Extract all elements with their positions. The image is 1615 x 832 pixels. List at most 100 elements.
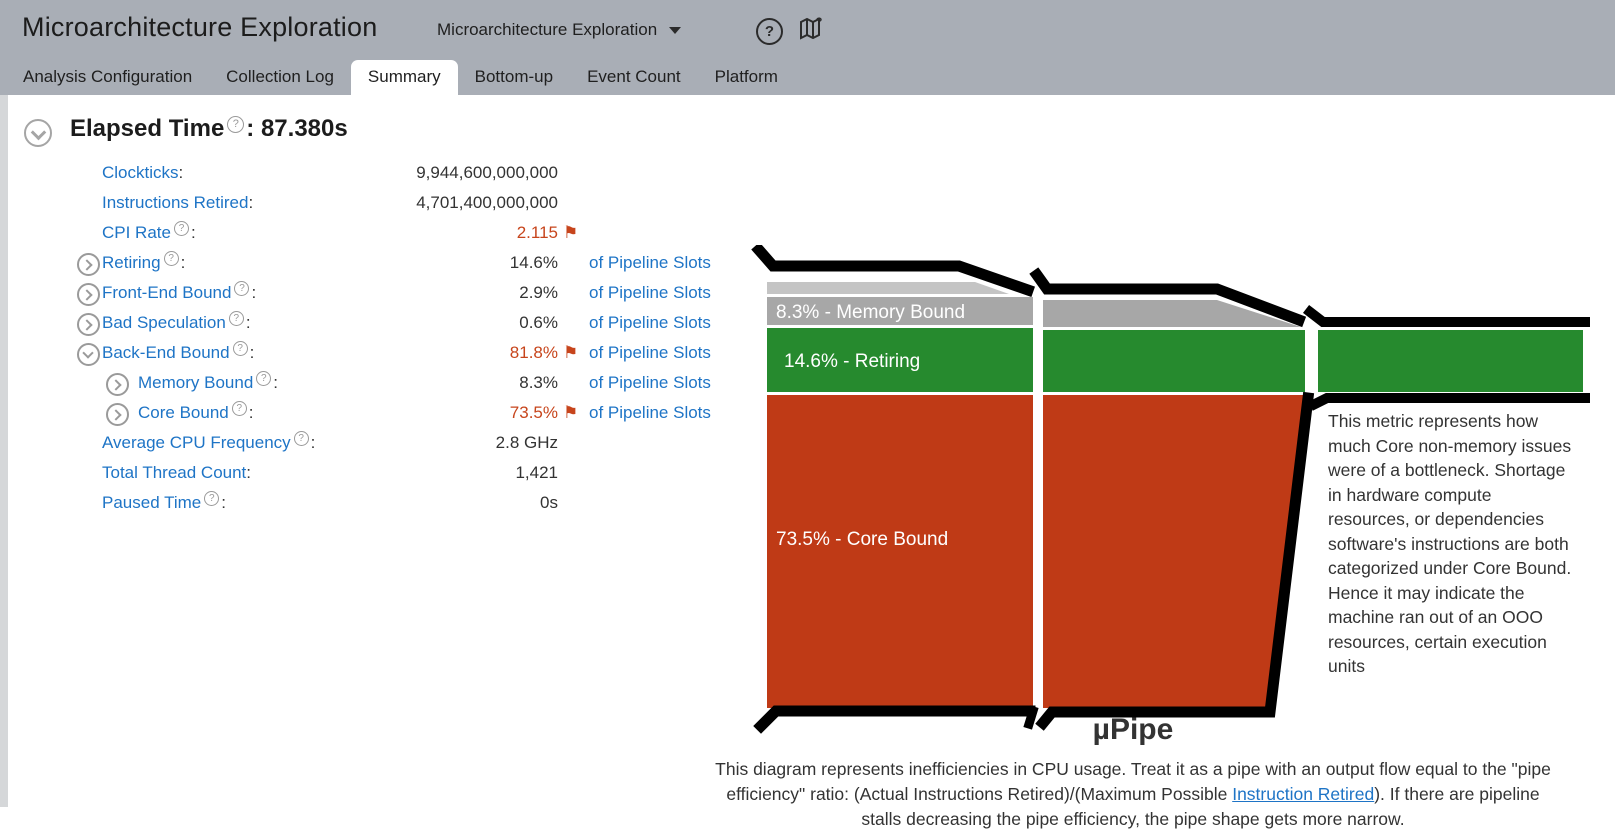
colon: : bbox=[246, 463, 252, 482]
summary-pane: Elapsed Time?: 87.380s Clockticks: 9,944,… bbox=[0, 95, 1615, 829]
metric-unit-memory-bound[interactable]: of Pipeline Slots bbox=[589, 373, 711, 392]
metric-row-clockticks: Clockticks: 9,944,600,000,000 bbox=[0, 158, 760, 188]
colon: : bbox=[248, 193, 254, 212]
metric-unit-front-end-bound[interactable]: of Pipeline Slots bbox=[589, 283, 711, 302]
metric-unit-bad-speculation[interactable]: of Pipeline Slots bbox=[589, 313, 711, 332]
page-title: Microarchitecture Exploration bbox=[22, 12, 378, 42]
metric-value-total-thread-count: 1,421 bbox=[515, 463, 558, 482]
chevron-down-icon bbox=[669, 26, 682, 34]
elapsed-time-help-icon[interactable]: ? bbox=[227, 116, 245, 133]
help-icon-average-cpu-frequency[interactable]: ? bbox=[293, 431, 309, 447]
tab-bottom-up[interactable]: Bottom-up bbox=[474, 67, 554, 86]
metric-value-clockticks: 9,944,600,000,000 bbox=[416, 163, 558, 182]
pipe-outline bbox=[751, 242, 1590, 734]
pipe-band-core-bound-2[interactable] bbox=[1043, 395, 1307, 708]
upipe-diagram: 8.3% - Memory Bound 14.6% - Retiring 73.… bbox=[737, 242, 1597, 735]
core-bound-tooltip: This metric represents how much Core non… bbox=[1328, 411, 1572, 676]
expand-icon-core-bound[interactable] bbox=[106, 403, 129, 426]
help-icon-back-end-bound[interactable]: ? bbox=[232, 341, 248, 357]
help-icon-retiring[interactable]: ? bbox=[163, 251, 179, 267]
metric-unit-core-bound[interactable]: of Pipeline Slots bbox=[589, 403, 711, 422]
elapsed-time-heading: Elapsed Time?: 87.380s bbox=[70, 115, 348, 143]
guide-map-icon[interactable]: ? bbox=[798, 16, 826, 42]
pipe-band-memory-bound[interactable] bbox=[767, 297, 1033, 325]
expand-icon-front-end-bound[interactable] bbox=[77, 283, 100, 306]
metric-label-total-thread-count[interactable]: Total Thread Count bbox=[102, 463, 247, 482]
colon: : bbox=[310, 433, 316, 452]
tab-platform[interactable]: Platform bbox=[714, 67, 778, 86]
header-bar: Microarchitecture Exploration Microarchi… bbox=[0, 0, 1615, 95]
metric-label-clockticks[interactable]: Clockticks bbox=[102, 163, 179, 182]
help-icon-core-bound[interactable]: ? bbox=[231, 401, 247, 417]
expand-icon-bad-speculation[interactable] bbox=[77, 313, 100, 336]
tab-analysis-configuration[interactable]: Analysis Configuration bbox=[23, 67, 193, 86]
help-icon-bad-speculation[interactable]: ? bbox=[228, 311, 244, 327]
metric-label-retiring[interactable]: Retiring bbox=[102, 253, 161, 272]
metric-label-average-cpu-frequency[interactable]: Average CPU Frequency bbox=[102, 433, 291, 452]
metric-label-back-end-bound[interactable]: Back-End Bound bbox=[102, 343, 230, 362]
metric-row-core-bound: Core Bound?: 73.5% ⚑ of Pipeline Slots bbox=[0, 398, 760, 428]
metric-value-average-cpu-frequency: 2.8 GHz bbox=[495, 433, 558, 452]
flag-icon-cpi-rate: ⚑ bbox=[563, 223, 579, 242]
metric-label-instructions-retired[interactable]: Instructions Retired bbox=[102, 193, 249, 212]
pipe-band-retiring-out[interactable] bbox=[1318, 330, 1583, 392]
colon: : bbox=[273, 373, 279, 392]
tab-collection-log[interactable]: Collection Log bbox=[226, 67, 334, 86]
metric-row-cpi-rate: CPI Rate?: 2.115 ⚑ bbox=[0, 218, 760, 248]
metric-row-average-cpu-frequency: Average CPU Frequency?: 2.8 GHz bbox=[0, 428, 760, 458]
help-icon-front-end-bound[interactable]: ? bbox=[234, 281, 250, 297]
metric-row-instructions-retired: Instructions Retired: 4,701,400,000,000 bbox=[0, 188, 760, 218]
metric-row-total-thread-count: Total Thread Count: 1,421 bbox=[0, 458, 760, 488]
metric-value-instructions-retired: 4,701,400,000,000 bbox=[416, 193, 558, 212]
analysis-type-dropdown[interactable]: Microarchitecture Exploration bbox=[437, 20, 682, 40]
core-bound-band-label: 73.5% - Core Bound bbox=[776, 529, 948, 550]
analysis-type-label: Microarchitecture Exploration bbox=[437, 20, 658, 39]
help-icon-memory-bound[interactable]: ? bbox=[256, 371, 272, 387]
metric-label-front-end-bound[interactable]: Front-End Bound bbox=[102, 283, 232, 302]
metric-unit-back-end-bound[interactable]: of Pipeline Slots bbox=[589, 343, 711, 362]
pipe-band-frontend[interactable] bbox=[767, 282, 1009, 294]
colon: : bbox=[180, 253, 186, 272]
metric-label-core-bound[interactable]: Core Bound bbox=[138, 403, 229, 422]
metric-label-memory-bound[interactable]: Memory Bound bbox=[138, 373, 254, 392]
pipe-band-retiring[interactable] bbox=[767, 328, 1033, 392]
instruction-retired-link[interactable]: Instruction Retired bbox=[1232, 784, 1375, 804]
metric-value-memory-bound: 8.3% bbox=[519, 373, 558, 392]
help-icon-paused-time[interactable]: ? bbox=[204, 491, 220, 507]
metric-value-front-end-bound: 2.9% bbox=[519, 283, 558, 302]
flag-icon-core-bound: ⚑ bbox=[563, 403, 579, 422]
upipe-svg: 8.3% - Memory Bound 14.6% - Retiring 73.… bbox=[751, 242, 1590, 734]
metric-label-cpi-rate[interactable]: CPI Rate bbox=[102, 223, 171, 242]
tab-event-count[interactable]: Event Count bbox=[587, 67, 681, 86]
metric-row-paused-time: Paused Time?: 0s bbox=[0, 488, 760, 518]
help-icon-cpi-rate[interactable]: ? bbox=[173, 221, 189, 237]
collapse-icon-back-end-bound[interactable] bbox=[77, 343, 100, 366]
colon: : bbox=[190, 223, 196, 242]
expand-icon-retiring[interactable] bbox=[77, 253, 100, 276]
tab-summary[interactable]: Summary bbox=[350, 60, 458, 95]
help-icon[interactable]: ? bbox=[756, 18, 783, 45]
metric-label-wrap: Total Thread Count: bbox=[102, 458, 251, 488]
metric-label-wrap: Average CPU Frequency?: bbox=[102, 428, 315, 458]
expand-icon-memory-bound[interactable] bbox=[106, 373, 129, 396]
svg-text:?: ? bbox=[816, 16, 823, 28]
metric-label-wrap: Retiring?: bbox=[102, 248, 185, 278]
pipe-band-core-bound[interactable] bbox=[767, 395, 1033, 708]
metric-unit-retiring[interactable]: of Pipeline Slots bbox=[589, 253, 711, 272]
metric-label-wrap: Instructions Retired: bbox=[102, 188, 253, 218]
metric-row-memory-bound: Memory Bound?: 8.3% of Pipeline Slots bbox=[0, 368, 760, 398]
left-panel-edge[interactable] bbox=[0, 95, 8, 807]
metric-label-paused-time[interactable]: Paused Time bbox=[102, 493, 202, 512]
metric-label-wrap: Memory Bound?: bbox=[138, 368, 278, 398]
elapsed-time-value: : 87.380s bbox=[246, 115, 348, 142]
upipe-heading: µPipe bbox=[1092, 713, 1174, 746]
pipe-band-retiring-2[interactable] bbox=[1043, 330, 1305, 392]
pipe-band-memory-bound-2[interactable] bbox=[1043, 300, 1301, 327]
section-collapse-icon[interactable] bbox=[24, 119, 52, 147]
elapsed-time-label: Elapsed Time bbox=[70, 115, 225, 142]
metric-row-retiring: Retiring?: 14.6% of Pipeline Slots bbox=[0, 248, 760, 278]
upipe-description: This diagram represents inefficiencies i… bbox=[715, 757, 1551, 832]
metric-label-bad-speculation[interactable]: Bad Speculation bbox=[102, 313, 226, 332]
metric-label-wrap: Clockticks: bbox=[102, 158, 183, 188]
metric-value-retiring: 14.6% bbox=[509, 253, 558, 272]
